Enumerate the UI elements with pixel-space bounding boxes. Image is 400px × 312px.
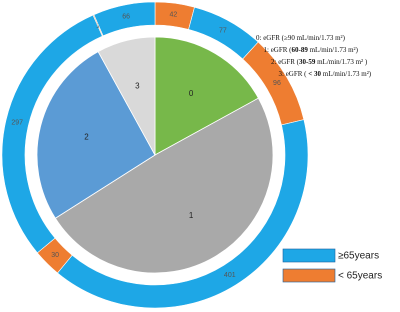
annotation-part: < 30: [308, 70, 321, 78]
pie-label: 1: [189, 211, 194, 220]
annotation-part: 60-89: [292, 46, 309, 54]
ring-label: 42: [170, 12, 178, 19]
ring-label: 401: [224, 272, 236, 279]
pie-label: 0: [189, 89, 194, 98]
ring-label: 77: [219, 28, 227, 35]
annotation-part: mL/min/1.73 m²): [308, 46, 359, 54]
pie-slice: [97, 36, 156, 156]
annotation: 2: eGFR (30-59 mL/min/1.73 m² ): [271, 58, 368, 66]
ring-segment: [93, 1, 156, 37]
annotation-part: mL/min/1.73 m² ): [315, 58, 368, 66]
annotation: 1: eGFR (60-89 mL/min/1.73 m²): [264, 46, 359, 54]
annotation-part: 2: eGFR (: [271, 58, 300, 66]
pie-label: 3: [135, 82, 140, 91]
legend-swatch: [282, 268, 336, 283]
annotation-part: 3: eGFR (: [279, 70, 309, 78]
annotation: 0: eGFR (≥90 mL/min/1.73 m²): [256, 34, 346, 42]
ring-label: 297: [11, 120, 23, 127]
ring-label: 66: [122, 13, 130, 20]
ring-label: 30: [51, 252, 59, 259]
ring-label: 96: [273, 80, 281, 87]
legend-label: < 65years: [338, 271, 382, 282]
legend-label: ≥65years: [338, 251, 379, 262]
legend-swatch: [282, 248, 336, 263]
pie-slice: [154, 36, 259, 156]
pie-label: 2: [84, 133, 89, 142]
annotation-part: 0: eGFR (≥90 mL/min/1.73 m²): [256, 34, 346, 42]
annotation-part: 1: eGFR (: [264, 46, 293, 54]
annotation-part: 30-59: [299, 58, 316, 66]
pie-slice: [54, 97, 274, 274]
annotation: 3: eGFR ( < 30 mL/min/1.73 m²): [279, 70, 372, 78]
annotation-part: mL/min/1.73 m²): [321, 70, 372, 78]
ring-label: 1: [96, 22, 100, 29]
pie-slice: [36, 51, 156, 219]
